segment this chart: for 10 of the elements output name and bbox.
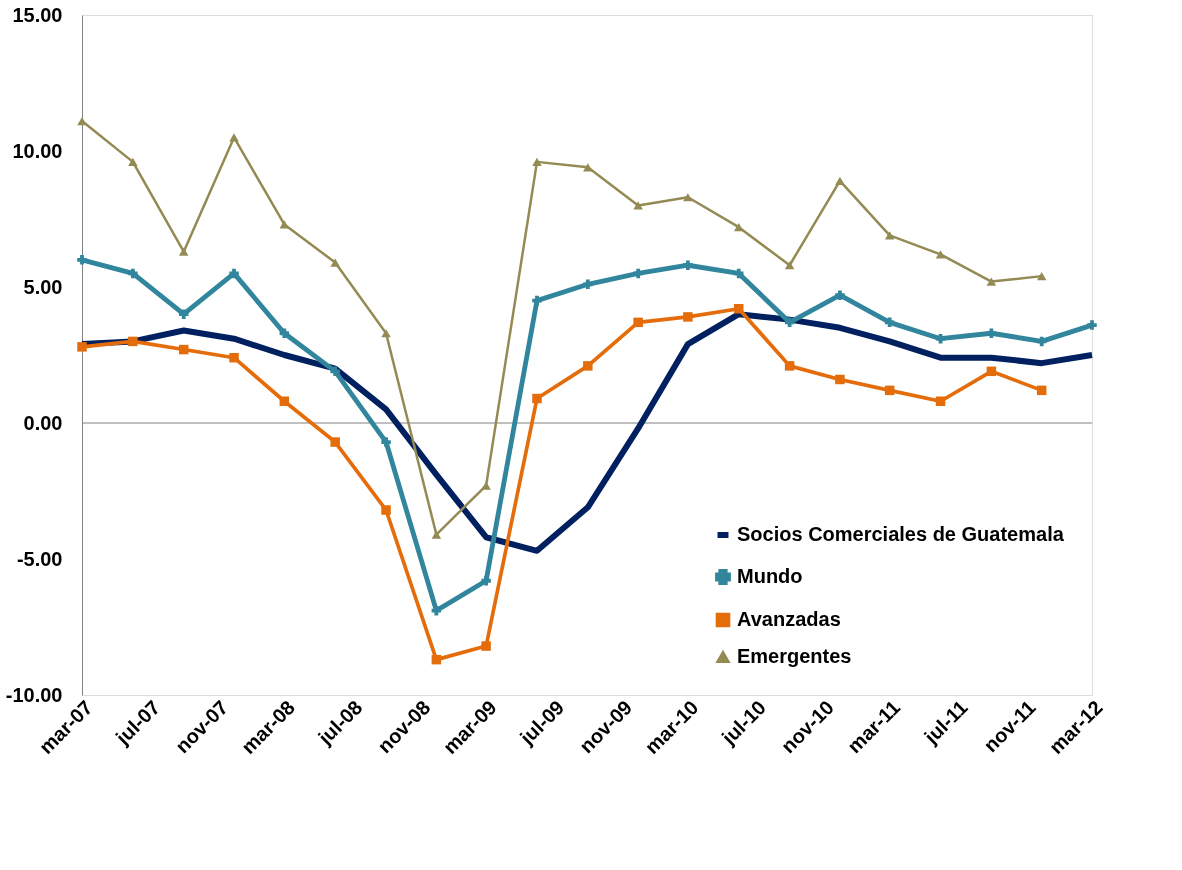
y-tick-label: 15.00 (12, 3, 63, 26)
legend-label: Emergentes (737, 645, 852, 667)
y-tick-label: -5.00 (16, 547, 63, 570)
y-tick-label: -10.00 (5, 683, 63, 706)
legend-label: Socios Comerciales de Guatemala (737, 523, 1065, 545)
legend-label: Avanzadas (737, 608, 841, 630)
y-tick-label: 10.00 (12, 139, 63, 162)
y-tick-label: 5.00 (23, 275, 63, 298)
legend-label: Mundo (737, 565, 803, 587)
y-tick-label: 0.00 (23, 411, 63, 434)
